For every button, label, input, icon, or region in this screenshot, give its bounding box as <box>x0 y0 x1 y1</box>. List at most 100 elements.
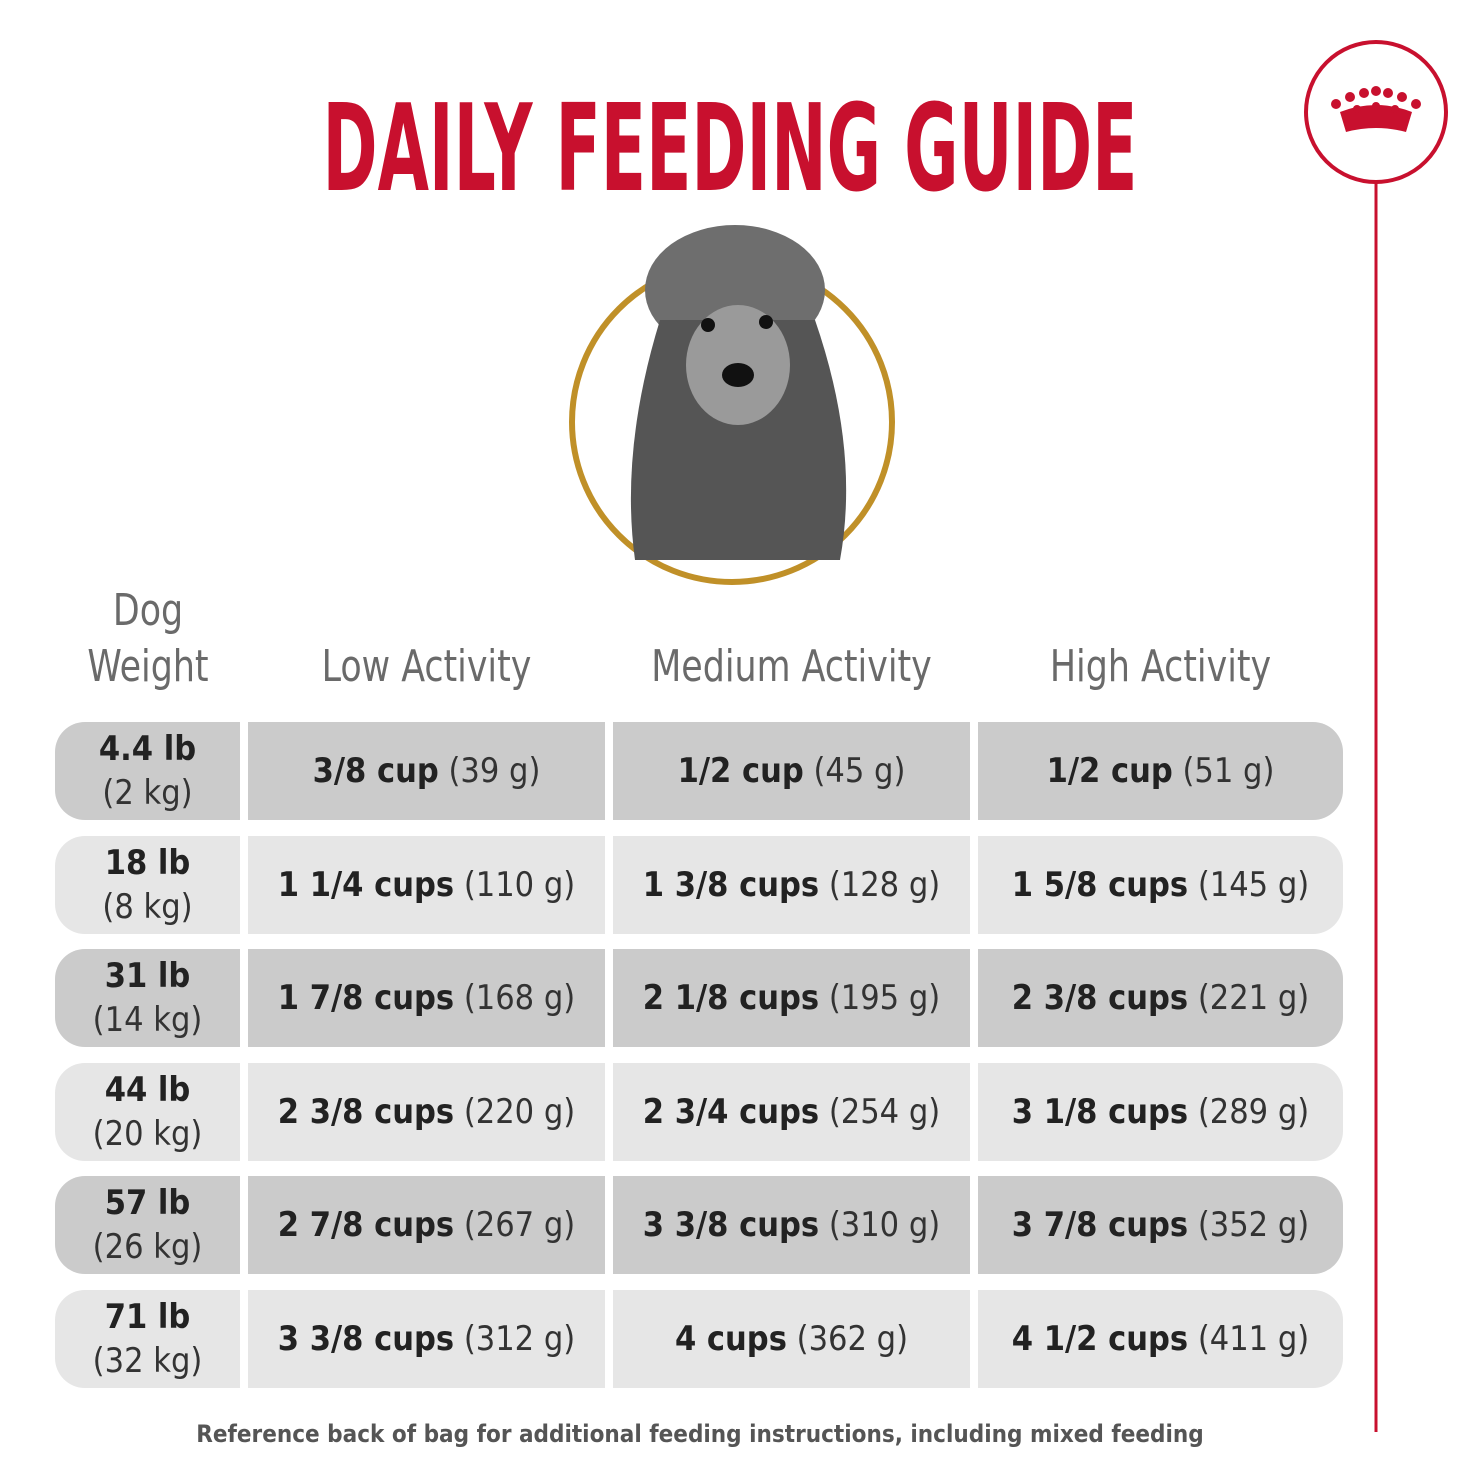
amount-cell: 3 3/8 cups (310 g) <box>613 1176 970 1275</box>
amount-line: 2 1/8 cups (195 g) <box>643 978 940 1018</box>
grams: (110 g) <box>463 864 576 905</box>
amount: 2 3/8 cups <box>277 1091 455 1132</box>
amount-cell: 3 7/8 cups (352 g) <box>978 1176 1343 1275</box>
amount-cell: 4 1/2 cups (411 g) <box>978 1290 1343 1388</box>
weight-lb: 57 lb <box>104 1183 191 1224</box>
crown-icon <box>1331 86 1421 132</box>
amount-line: 4 1/2 cups (411 g) <box>1012 1319 1309 1359</box>
amount: 3 7/8 cups <box>1011 1205 1189 1246</box>
amount-cell: 2 3/8 cups (221 g) <box>978 949 1343 1048</box>
weight-kg: (8 kg) <box>102 886 193 927</box>
amount-line: 3 3/8 cups (310 g) <box>643 1205 940 1245</box>
weight-cell: 18 lb (8 kg) <box>55 835 240 934</box>
column-header: Dog Weight <box>86 585 209 692</box>
amount-line: 1 3/8 cups (128 g) <box>643 865 940 905</box>
grams: (39 g) <box>448 751 541 791</box>
grams: (128 g) <box>828 864 941 905</box>
weight-lb: 4.4 lb <box>98 729 197 769</box>
amount-cell: 1/2 cup (45 g) <box>613 722 970 820</box>
amount: 1 1/4 cups <box>277 864 455 905</box>
grams: (220 g) <box>463 1091 576 1132</box>
dog-photo <box>630 225 847 560</box>
amount-cell: 1 1/4 cups (110 g) <box>248 835 605 934</box>
amount-line: 3 1/8 cups (289 g) <box>1012 1092 1309 1132</box>
amount: 2 7/8 cups <box>277 1205 455 1246</box>
amount: 2 3/4 cups <box>642 1091 820 1132</box>
amount: 1 3/8 cups <box>642 864 820 905</box>
amount: 1/2 cup <box>677 751 804 791</box>
weight-lb: 31 lb <box>104 956 191 997</box>
amount-line: 1 7/8 cups (168 g) <box>278 978 575 1018</box>
grams: (168 g) <box>463 978 576 1019</box>
amount: 1 7/8 cups <box>277 978 455 1019</box>
footer-note: Reference back of bag for additional fee… <box>196 1420 1204 1448</box>
grams: (352 g) <box>1197 1205 1310 1246</box>
amount-line: 2 3/8 cups (221 g) <box>1012 978 1309 1018</box>
column-header: Medium Activity <box>651 641 932 692</box>
amount-line: 2 7/8 cups (267 g) <box>278 1205 575 1245</box>
grams: (310 g) <box>828 1205 941 1246</box>
amount: 1 5/8 cups <box>1011 864 1189 905</box>
weight-cell: 31 lb (14 kg) <box>55 949 240 1048</box>
amount-line: 1 1/4 cups (110 g) <box>278 865 575 905</box>
amount: 3/8 cup <box>312 751 439 791</box>
amount-cell: 2 1/8 cups (195 g) <box>613 949 970 1048</box>
amount-line: 4 cups (362 g) <box>675 1319 908 1359</box>
weight-lb: 44 lb <box>104 1069 191 1110</box>
amount-line: 3/8 cup (39 g) <box>313 751 541 791</box>
amount-cell: 1 7/8 cups (168 g) <box>248 949 605 1048</box>
amount: 2 1/8 cups <box>642 978 820 1019</box>
weight-kg: (20 kg) <box>92 1113 203 1154</box>
grams: (195 g) <box>828 978 941 1019</box>
amount-cell: 3 3/8 cups (312 g) <box>248 1290 605 1388</box>
amount: 3 3/8 cups <box>277 1319 455 1359</box>
grams: (267 g) <box>463 1205 576 1246</box>
amount-cell: 1/2 cup (51 g) <box>978 722 1343 820</box>
weight-kg: (26 kg) <box>92 1227 203 1268</box>
amount-line: 1 5/8 cups (145 g) <box>1012 865 1309 905</box>
amount-line: 2 3/8 cups (220 g) <box>278 1092 575 1132</box>
amount-line: 1/2 cup (51 g) <box>1047 751 1275 791</box>
amount: 3 3/8 cups <box>642 1205 820 1246</box>
amount-cell: 4 cups (362 g) <box>613 1290 970 1388</box>
grams: (45 g) <box>813 751 906 791</box>
weight-cell: 57 lb (26 kg) <box>55 1176 240 1275</box>
grams: (312 g) <box>463 1319 576 1359</box>
grams: (221 g) <box>1197 978 1310 1019</box>
weight-kg: (14 kg) <box>92 1000 203 1041</box>
grams: (289 g) <box>1197 1091 1310 1132</box>
weight-lb: 18 lb <box>104 842 191 883</box>
amount-cell: 3/8 cup (39 g) <box>248 722 605 820</box>
amount: 1/2 cup <box>1046 751 1173 791</box>
amount: 4 cups <box>674 1319 787 1359</box>
grams: (411 g) <box>1197 1319 1310 1359</box>
amount-line: 1/2 cup (45 g) <box>678 751 906 791</box>
amount-cell: 2 7/8 cups (267 g) <box>248 1176 605 1275</box>
amount-cell: 2 3/4 cups (254 g) <box>613 1062 970 1161</box>
column-header: Low Activity <box>321 641 532 692</box>
amount-line: 3 7/8 cups (352 g) <box>1012 1205 1309 1245</box>
amount: 4 1/2 cups <box>1011 1319 1189 1359</box>
grams: (362 g) <box>796 1319 909 1359</box>
column-header: High Activity <box>1049 641 1272 692</box>
weight-kg: (32 kg) <box>92 1341 203 1381</box>
amount-cell: 3 1/8 cups (289 g) <box>978 1062 1343 1161</box>
weight-cell: 71 lb (32 kg) <box>55 1290 240 1388</box>
amount: 3 1/8 cups <box>1011 1091 1189 1132</box>
weight-kg: (2 kg) <box>102 773 193 813</box>
grams: (51 g) <box>1182 751 1275 791</box>
amount-cell: 2 3/8 cups (220 g) <box>248 1062 605 1161</box>
amount-cell: 1 3/8 cups (128 g) <box>613 835 970 934</box>
title: DAILY FEEDING GUIDE <box>323 80 1138 219</box>
graphics: DAILY FEEDING GUIDE <box>323 40 1448 600</box>
amount-cell: 1 5/8 cups (145 g) <box>978 835 1343 934</box>
amount: 2 3/8 cups <box>1011 978 1189 1019</box>
weight-lb: 71 lb <box>104 1297 191 1337</box>
grams: (145 g) <box>1197 864 1310 905</box>
amount-line: 3 3/8 cups (312 g) <box>278 1319 575 1359</box>
grams: (254 g) <box>828 1091 941 1132</box>
amount-line: 2 3/4 cups (254 g) <box>643 1092 940 1132</box>
weight-cell: 44 lb (20 kg) <box>55 1062 240 1161</box>
weight-cell: 4.4 lb (2 kg) <box>55 722 240 820</box>
